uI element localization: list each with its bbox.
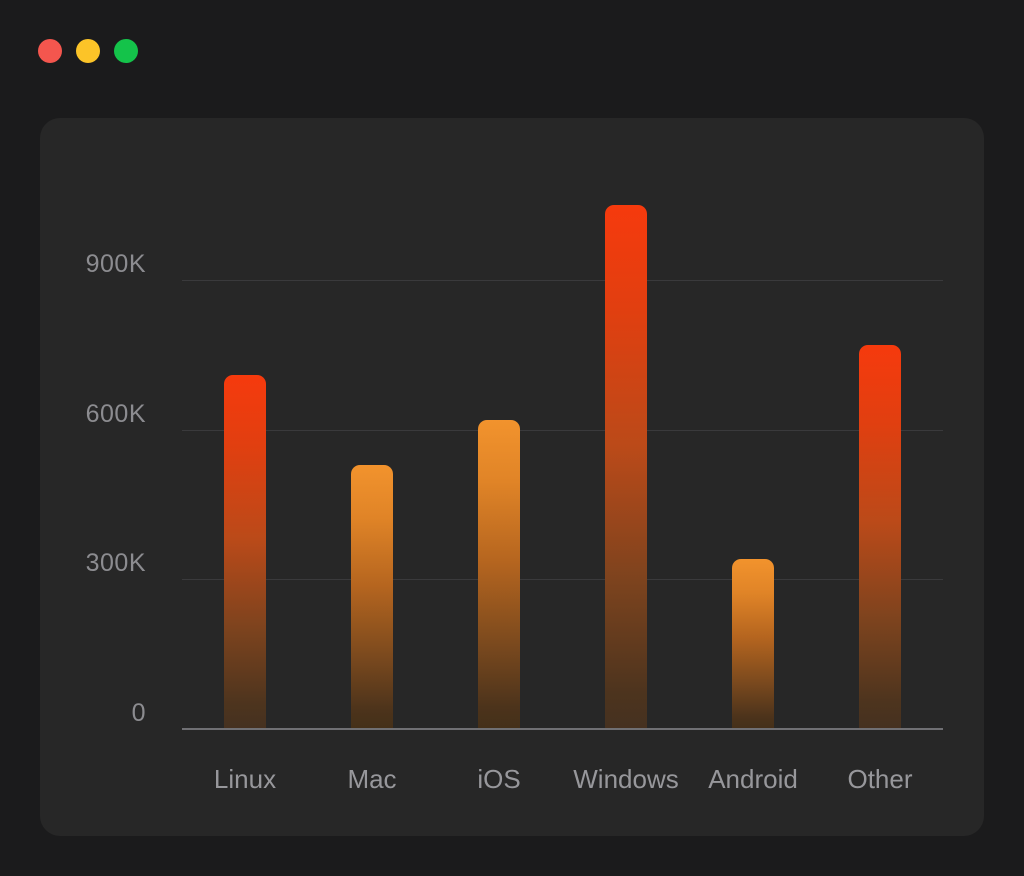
window-titlebar xyxy=(38,39,138,63)
bar-linux[interactable] xyxy=(224,375,266,729)
bar-mac[interactable] xyxy=(351,465,393,729)
y-axis-tick-label: 300K xyxy=(85,549,146,577)
bar-windows[interactable] xyxy=(605,205,647,729)
y-axis-tick-label: 600K xyxy=(85,400,146,428)
chart-card: 900K 600K 300K 0 Linux Mac iOS Windows Android Ot… xyxy=(40,118,984,836)
gridline xyxy=(182,280,943,281)
x-axis-label-other: Other xyxy=(847,764,913,794)
gridline xyxy=(182,430,943,431)
minimize-button[interactable] xyxy=(76,39,100,63)
x-axis-label-ios: iOS xyxy=(477,764,521,794)
bar-chart-plot-area: 900K 600K 300K 0 Linux Mac iOS Windows Android Ot… xyxy=(40,118,984,836)
x-axis-label-linux: Linux xyxy=(213,764,277,794)
x-axis-label-android: Android xyxy=(708,764,798,794)
x-axis-label-mac: Mac xyxy=(347,764,397,794)
bar-other[interactable] xyxy=(859,345,901,729)
bar-android[interactable] xyxy=(732,559,774,729)
x-axis-label-windows: Windows xyxy=(573,764,679,794)
bar-ios[interactable] xyxy=(478,420,520,729)
x-axis-line xyxy=(182,728,943,730)
y-axis-tick-label: 0 xyxy=(131,699,146,727)
close-button[interactable] xyxy=(38,39,62,63)
maximize-button[interactable] xyxy=(114,39,138,63)
y-axis-tick-label: 900K xyxy=(85,250,146,278)
gridline xyxy=(182,579,943,580)
